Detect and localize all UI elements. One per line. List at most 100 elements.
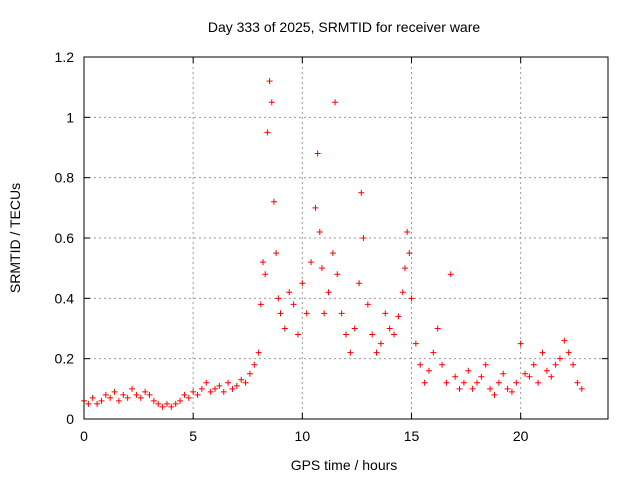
data-point xyxy=(212,385,218,392)
data-point xyxy=(377,340,384,347)
data-point xyxy=(312,204,319,211)
data-point xyxy=(517,340,524,347)
data-point xyxy=(447,271,454,278)
data-point xyxy=(539,349,546,356)
data-point xyxy=(155,400,162,407)
data-point xyxy=(391,331,398,338)
data-point xyxy=(262,271,269,278)
data-point xyxy=(233,382,240,389)
data-point xyxy=(124,394,131,401)
data-point xyxy=(425,367,432,374)
data-point xyxy=(329,250,336,257)
data-point xyxy=(207,388,214,395)
data-point xyxy=(159,403,166,410)
data-point xyxy=(456,385,463,392)
data-point xyxy=(412,340,419,347)
data-point xyxy=(194,391,201,398)
data-point xyxy=(508,388,515,395)
data-point xyxy=(360,235,367,241)
x-tick-label: 0 xyxy=(80,428,88,444)
data-point xyxy=(246,370,253,377)
data-point xyxy=(373,349,380,356)
data-point xyxy=(89,394,96,401)
data-point xyxy=(308,259,315,266)
data-point xyxy=(277,310,284,317)
chart-title: Day 333 of 2025, SRMTID for receiver war… xyxy=(208,19,481,35)
data-point xyxy=(102,391,109,398)
data-point xyxy=(255,349,262,356)
data-point xyxy=(94,400,101,407)
data-point xyxy=(225,379,232,386)
data-point xyxy=(382,310,389,317)
data-point xyxy=(386,325,393,332)
data-point xyxy=(181,391,188,398)
y-tick-label: 0.8 xyxy=(55,170,75,186)
data-point xyxy=(129,385,136,392)
data-point xyxy=(408,295,415,302)
data-point xyxy=(111,388,118,395)
data-point xyxy=(321,310,328,317)
data-point xyxy=(268,99,275,106)
data-point xyxy=(190,388,197,395)
data-point xyxy=(338,310,345,317)
data-marks xyxy=(81,78,585,410)
data-point xyxy=(325,289,332,296)
data-point xyxy=(163,400,170,407)
data-point xyxy=(334,271,341,278)
data-point xyxy=(168,403,175,410)
data-point xyxy=(85,400,92,407)
data-point xyxy=(107,394,114,401)
data-point xyxy=(495,379,502,386)
data-point xyxy=(98,397,105,404)
data-point xyxy=(421,379,428,386)
data-point xyxy=(347,349,354,356)
data-point xyxy=(406,250,413,257)
data-point xyxy=(399,289,406,296)
data-point xyxy=(266,78,273,85)
data-point xyxy=(430,349,437,356)
data-point xyxy=(172,400,179,407)
data-point xyxy=(526,373,533,380)
data-point xyxy=(318,265,325,272)
data-point xyxy=(137,394,144,401)
data-point xyxy=(260,259,267,266)
data-point xyxy=(356,280,363,287)
y-axis-label: SRMTID / TECUs xyxy=(7,183,23,293)
data-point xyxy=(238,376,245,383)
data-point xyxy=(543,367,550,374)
data-point xyxy=(552,361,559,368)
y-tick-label: 0 xyxy=(66,411,74,427)
data-point xyxy=(439,361,446,368)
data-point xyxy=(351,325,358,332)
data-point xyxy=(513,379,520,386)
data-point xyxy=(294,331,301,338)
y-tick-label: 0.2 xyxy=(55,351,75,367)
data-point xyxy=(482,361,489,368)
data-point xyxy=(500,370,507,377)
data-point xyxy=(257,301,264,308)
data-point xyxy=(133,391,140,398)
data-point xyxy=(203,379,210,386)
grid xyxy=(84,57,608,419)
data-point xyxy=(290,301,297,308)
data-point xyxy=(299,280,306,287)
data-point xyxy=(487,385,494,392)
data-point xyxy=(358,189,365,196)
data-point xyxy=(401,265,408,272)
data-point xyxy=(150,397,157,404)
y-tick-label: 0.6 xyxy=(55,230,75,246)
data-point xyxy=(120,391,127,398)
y-tick-label: 1.2 xyxy=(55,49,75,65)
data-point xyxy=(443,379,450,386)
data-point xyxy=(216,382,223,389)
data-point xyxy=(229,385,236,392)
data-point xyxy=(570,361,577,368)
data-point xyxy=(395,313,402,320)
x-tick-label: 15 xyxy=(404,428,420,444)
data-point xyxy=(270,198,277,205)
data-point xyxy=(452,373,459,380)
data-point xyxy=(146,391,153,398)
data-point xyxy=(275,295,282,302)
data-point xyxy=(177,397,184,404)
